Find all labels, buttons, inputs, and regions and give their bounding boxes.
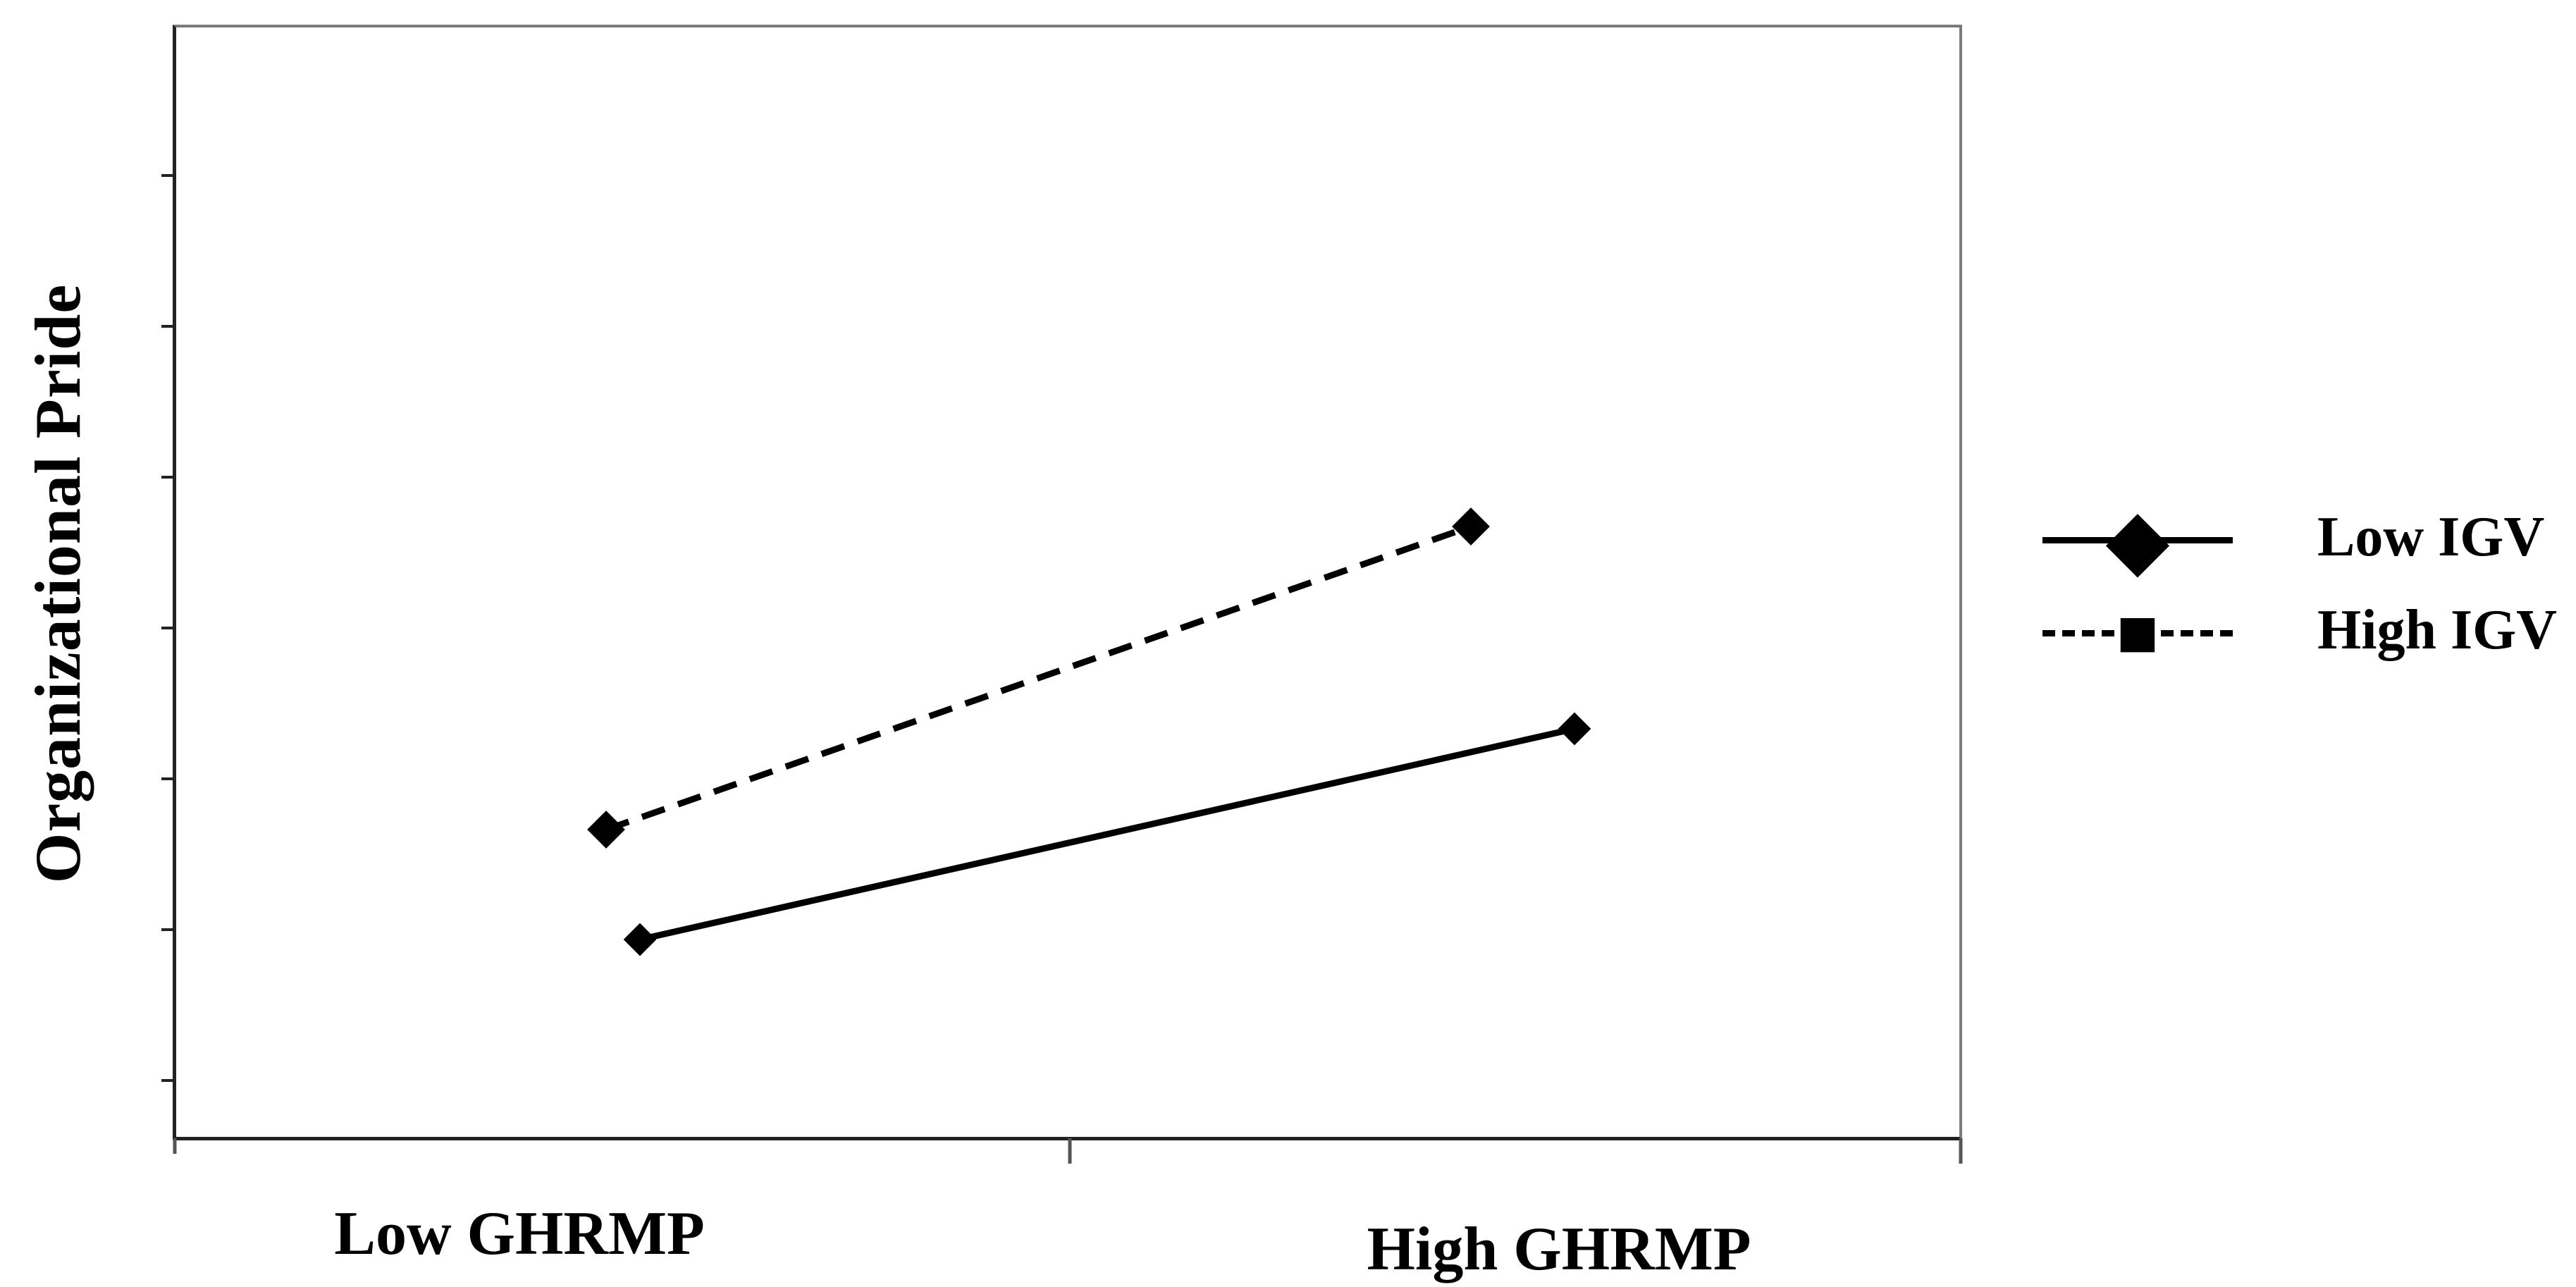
y-axis-title: Organizational Pride (22, 283, 94, 884)
x-tick-label-high-ghrmp: High GHRMP (1367, 1215, 1751, 1283)
solid-line-swatch (2042, 537, 2233, 543)
plot-area (161, 25, 1963, 1164)
chart-canvas (161, 174, 1963, 1164)
legend-label-low-igv: Low IGV (2317, 505, 2545, 568)
legend-label-high-igv: High IGV (2317, 598, 2558, 661)
square-marker-icon: ■ (2116, 593, 2159, 672)
dashed-line-swatch (2042, 630, 2233, 636)
x-tick-label-low-ghrmp: Low GHRMP (334, 1200, 705, 1268)
diamond-marker-icon: ◆ (2105, 493, 2170, 586)
